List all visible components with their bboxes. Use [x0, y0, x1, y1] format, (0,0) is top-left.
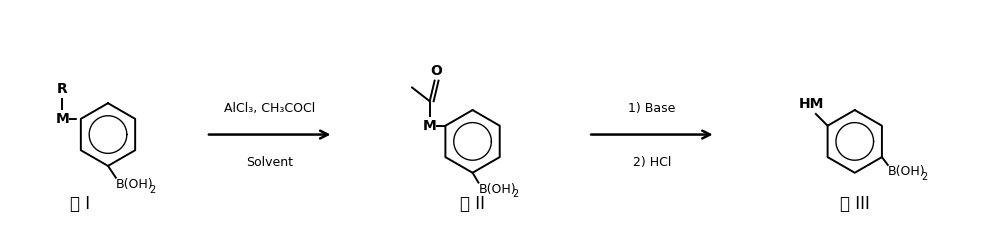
Text: B(OH): B(OH): [888, 165, 925, 178]
Text: 2) HCl: 2) HCl: [633, 156, 671, 169]
Text: R: R: [57, 83, 68, 97]
Text: 2: 2: [921, 172, 927, 182]
Text: AlCl₃, CH₃COCl: AlCl₃, CH₃COCl: [224, 102, 315, 115]
Text: HM: HM: [799, 97, 825, 111]
Text: O: O: [431, 64, 443, 78]
Text: M: M: [423, 119, 437, 133]
Text: 1) Base: 1) Base: [628, 102, 676, 115]
Text: M: M: [55, 112, 69, 126]
Text: 2: 2: [512, 189, 518, 199]
Text: B(OH): B(OH): [116, 178, 153, 191]
Text: 2: 2: [149, 184, 155, 195]
Text: B(OH): B(OH): [478, 182, 516, 196]
Text: Solvent: Solvent: [246, 156, 293, 169]
Text: 式 III: 式 III: [840, 195, 870, 213]
Text: 式 I: 式 I: [70, 195, 91, 213]
Text: 式 II: 式 II: [460, 195, 485, 213]
